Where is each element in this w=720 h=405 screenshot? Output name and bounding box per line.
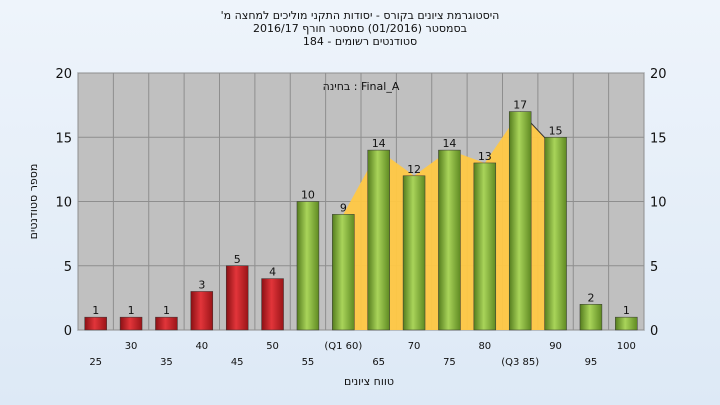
bar-value-label: 4: [269, 266, 276, 279]
y-tick-label-left: 0: [64, 324, 72, 339]
bar-value-label: 9: [340, 201, 347, 214]
x-tick-label: 90: [549, 341, 562, 352]
bar: [367, 149, 390, 331]
x-tick-label: 50: [266, 341, 279, 352]
bar-value-label: 1: [92, 304, 99, 317]
x-tick-label: (Q3 85): [501, 357, 539, 368]
x-tick-label: 75: [443, 357, 456, 368]
x-tick-label: 35: [160, 357, 173, 368]
bar-value-label: 10: [301, 189, 315, 202]
bar: [261, 278, 284, 331]
bar: [438, 149, 461, 331]
bar: [332, 214, 355, 331]
y-tick-label-right: 5: [650, 260, 658, 275]
bar: [84, 316, 107, 331]
y-tick-label-right: 10: [650, 196, 667, 211]
bar-value-label: 1: [163, 304, 170, 317]
x-tick-label: 30: [125, 341, 138, 352]
bar: [190, 291, 214, 331]
y-tick-label-left: 5: [64, 260, 72, 275]
bar: [296, 201, 320, 331]
x-tick-label: 55: [302, 357, 315, 368]
bar-value-label: 12: [407, 163, 421, 176]
bar-value-label: 1: [623, 304, 630, 317]
bar: [473, 162, 497, 331]
bar: [119, 316, 143, 331]
bar: [579, 304, 603, 331]
x-tick-label: 80: [478, 341, 491, 352]
bar-value-label: 14: [442, 137, 456, 150]
bar: [155, 316, 178, 331]
chart-title-line-1: 'היסטוגרמת ציונים בקורס - יסודות התקני מ…: [220, 9, 500, 22]
chart-annotation: בחינה : Final_A: [323, 80, 400, 93]
bar-value-label: 2: [587, 291, 594, 304]
x-tick-label: 45: [231, 357, 244, 368]
chart-title-line-3: סטודנטים רשומים - 184: [302, 35, 418, 48]
y-tick-label-right: 0: [650, 324, 658, 339]
bar-value-label: 1: [128, 304, 135, 317]
bar-value-label: 15: [549, 124, 563, 137]
y-tick-label-right: 20: [650, 67, 667, 82]
y-tick-label-left: 15: [55, 131, 72, 146]
x-tick-label: 70: [408, 341, 421, 352]
bar: [615, 316, 638, 331]
bar: [508, 111, 532, 331]
x-tick-label: 100: [617, 341, 636, 352]
bar-value-label: 13: [478, 150, 492, 163]
bar-value-label: 5: [234, 253, 241, 266]
bar-value-label: 17: [513, 99, 527, 112]
x-tick-label: 25: [89, 357, 102, 368]
x-tick-label: 65: [372, 357, 385, 368]
chart-title-line-2: בסמסטר (01/2016) סמסטר חורף 2016/17: [253, 22, 467, 35]
bar: [402, 175, 426, 331]
y-axis-label: מספר סטודנטים: [27, 164, 40, 240]
x-tick-label: 95: [585, 357, 598, 368]
bar-value-label: 3: [198, 278, 205, 291]
bar-value-label: 14: [372, 137, 386, 150]
y-tick-label-left: 20: [55, 67, 72, 82]
bar: [225, 265, 249, 331]
x-tick-label: 40: [195, 341, 208, 352]
y-tick-label-right: 15: [650, 131, 667, 146]
x-axis-label: טווח ציונים: [344, 375, 394, 388]
y-tick-label-left: 10: [55, 196, 72, 211]
bar: [544, 137, 567, 331]
x-tick-label: (Q1 60): [324, 341, 362, 352]
